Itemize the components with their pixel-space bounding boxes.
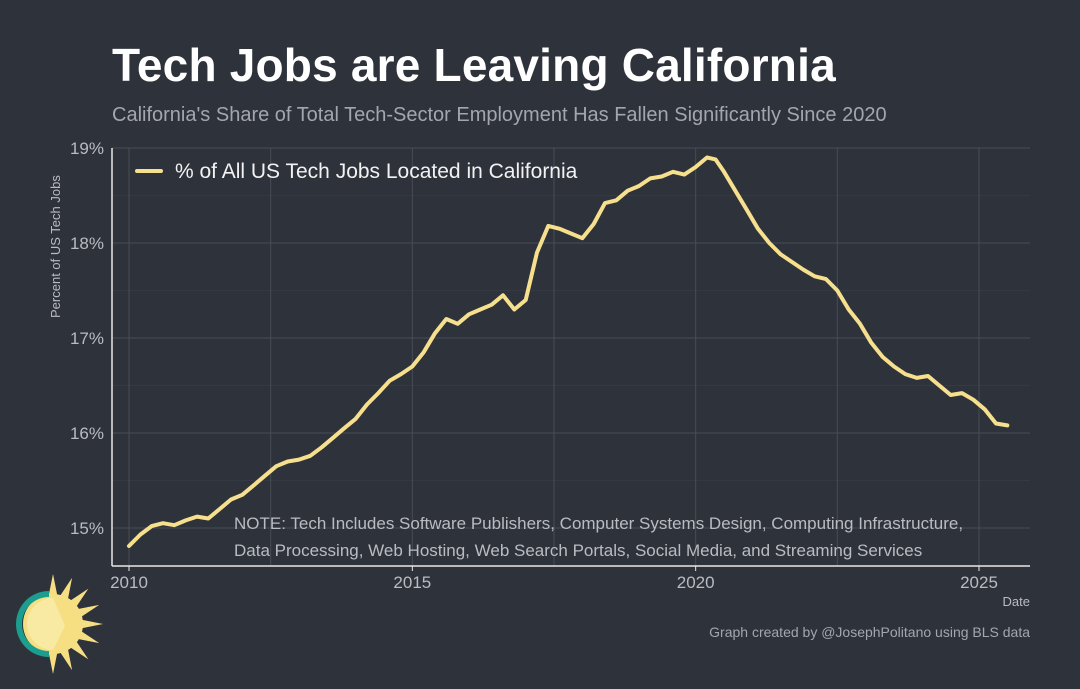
tick-labels: 2010 2015 2020 2025 15% 16% 17% 18% 19% bbox=[70, 139, 998, 592]
x-tick-label: 2025 bbox=[960, 573, 998, 592]
chart-subtitle: California's Share of Total Tech-Sector … bbox=[112, 104, 887, 126]
chart-title: Tech Jobs are Leaving California bbox=[112, 39, 836, 91]
y-tick-label: 17% bbox=[70, 329, 104, 348]
sun-ray bbox=[76, 604, 100, 618]
y-tick-label: 19% bbox=[70, 139, 104, 158]
x-tick-label: 2020 bbox=[677, 573, 715, 592]
x-tick-label: 2010 bbox=[110, 573, 148, 592]
y-axis-label: Percent of US Tech Jobs bbox=[48, 175, 63, 318]
sun-logo-icon bbox=[16, 574, 103, 674]
sun-ray bbox=[48, 574, 58, 597]
grid-lines bbox=[112, 147, 1030, 566]
note-line-1: NOTE: Tech Includes Software Publishers,… bbox=[234, 514, 963, 533]
axes bbox=[111, 148, 1030, 571]
x-axis-label: Date bbox=[1003, 594, 1030, 609]
x-tick-label: 2015 bbox=[393, 573, 431, 592]
legend-label: % of All US Tech Jobs Located in Califor… bbox=[175, 160, 578, 183]
credit-text: Graph created by @JosephPolitano using B… bbox=[709, 624, 1030, 640]
sun-ray bbox=[80, 619, 103, 629]
note-line-2: Data Processing, Web Hosting, Web Search… bbox=[234, 541, 922, 560]
y-tick-label: 15% bbox=[70, 519, 104, 538]
legend: % of All US Tech Jobs Located in Califor… bbox=[135, 160, 578, 183]
y-tick-label: 16% bbox=[70, 424, 104, 443]
series-line bbox=[127, 155, 1010, 548]
sun-ray bbox=[48, 651, 58, 674]
sun-ray bbox=[59, 647, 73, 671]
sun-ray bbox=[76, 630, 100, 644]
series-layer bbox=[127, 155, 1010, 548]
sun-ray bbox=[59, 577, 73, 601]
y-tick-label: 18% bbox=[70, 234, 104, 253]
